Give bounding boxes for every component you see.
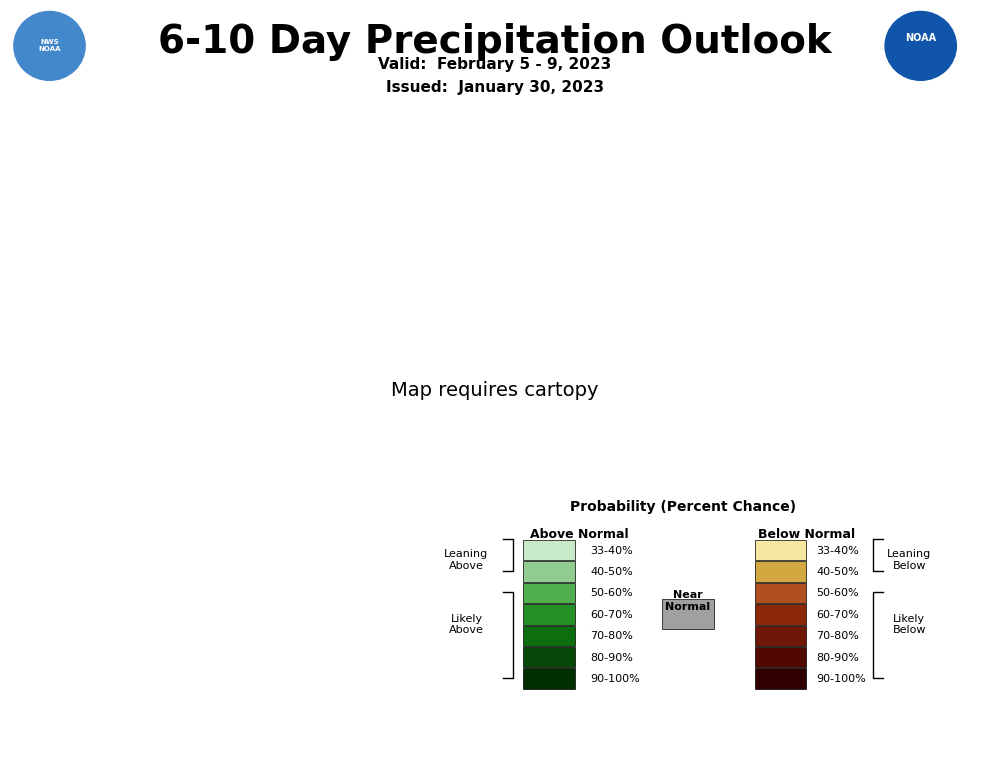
Text: Probability (Percent Chance): Probability (Percent Chance) [569, 500, 796, 514]
Text: 60-70%: 60-70% [590, 610, 633, 620]
FancyBboxPatch shape [754, 604, 806, 624]
FancyBboxPatch shape [754, 626, 806, 646]
Text: Map requires cartopy: Map requires cartopy [391, 381, 599, 399]
Text: 33-40%: 33-40% [590, 545, 633, 555]
Text: 70-80%: 70-80% [590, 631, 633, 641]
FancyBboxPatch shape [523, 540, 574, 560]
Text: Valid:  February 5 - 9, 2023: Valid: February 5 - 9, 2023 [378, 57, 612, 72]
FancyBboxPatch shape [523, 626, 574, 646]
FancyBboxPatch shape [754, 669, 806, 688]
Text: 40-50%: 40-50% [817, 567, 859, 577]
FancyBboxPatch shape [523, 647, 574, 667]
Circle shape [885, 11, 956, 80]
Text: 6-10 Day Precipitation Outlook: 6-10 Day Precipitation Outlook [158, 23, 832, 61]
FancyBboxPatch shape [523, 562, 574, 581]
Text: 40-50%: 40-50% [590, 567, 633, 577]
Text: Near
Normal: Near Normal [665, 590, 711, 612]
FancyBboxPatch shape [523, 604, 574, 624]
Text: 33-40%: 33-40% [817, 545, 859, 555]
FancyBboxPatch shape [523, 583, 574, 603]
Text: Likely
Below: Likely Below [892, 614, 926, 636]
Text: Leaning
Below: Leaning Below [887, 549, 932, 571]
Text: 60-70%: 60-70% [817, 610, 859, 620]
Text: 90-100%: 90-100% [817, 674, 866, 684]
Text: NOAA: NOAA [905, 33, 937, 44]
FancyBboxPatch shape [754, 540, 806, 560]
Text: Issued:  January 30, 2023: Issued: January 30, 2023 [386, 80, 604, 95]
Text: Below Normal: Below Normal [757, 528, 854, 541]
Text: 50-60%: 50-60% [817, 588, 859, 598]
Circle shape [14, 11, 85, 80]
Text: Likely
Above: Likely Above [449, 614, 484, 636]
FancyBboxPatch shape [523, 669, 574, 688]
Text: 70-80%: 70-80% [817, 631, 859, 641]
FancyBboxPatch shape [754, 647, 806, 667]
Text: 80-90%: 80-90% [590, 653, 633, 662]
Text: NWS
NOAA: NWS NOAA [39, 40, 60, 52]
FancyBboxPatch shape [754, 583, 806, 603]
Text: 80-90%: 80-90% [817, 653, 859, 662]
FancyBboxPatch shape [662, 599, 714, 629]
Text: 90-100%: 90-100% [590, 674, 640, 684]
Text: 50-60%: 50-60% [590, 588, 633, 598]
FancyBboxPatch shape [754, 562, 806, 581]
Text: Above Normal: Above Normal [531, 528, 629, 541]
Text: Leaning
Above: Leaning Above [445, 549, 489, 571]
